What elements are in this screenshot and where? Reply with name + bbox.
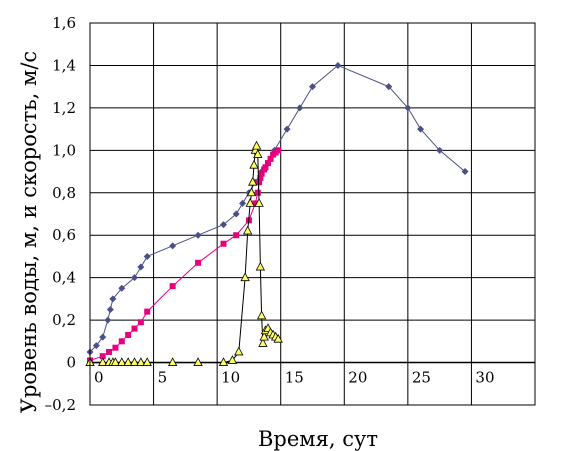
data-point [220,221,227,229]
data-point [246,187,257,197]
series-square [87,147,282,364]
data-point [142,357,152,366]
data-point [99,333,107,341]
data-point [227,355,238,364]
y-tick-label: 1,6 [52,14,76,32]
data-point [220,240,227,247]
data-point [195,259,202,266]
data-point [258,170,265,177]
data-point [334,61,342,69]
data-point [99,353,106,360]
y-tick-label: 0,4 [52,269,76,287]
data-point [131,325,138,332]
x-tick-label: 20 [348,369,367,387]
y-tick-label: 1,0 [52,141,76,159]
data-point [144,308,151,315]
data-point [257,174,264,181]
data-point [262,164,269,171]
data-point [218,357,229,366]
data-point [112,344,119,351]
data-point [106,306,114,313]
data-point [273,333,283,343]
data-point [240,272,250,282]
data-point [251,140,262,150]
y-axis-title: Уровень воды, м, и скорость, м/с [17,51,41,413]
x-axis-title: Время, сут [258,427,378,451]
y-tick-label: 0,8 [52,184,76,202]
data-point [258,338,268,347]
data-point [417,125,425,133]
x-tick-label: 25 [412,369,431,387]
data-point [109,295,117,303]
data-point [239,199,247,207]
y-tick-label: –0,2 [45,396,76,414]
data-point [110,357,121,366]
data-point [129,357,140,366]
plot-frame [89,22,536,406]
data-point [137,263,145,271]
x-tick-label: 0 [94,369,104,387]
data-point [118,284,126,292]
data-point [309,83,316,91]
series-group [85,61,469,366]
data-point [234,346,244,356]
data-point [265,160,271,167]
data-point [167,357,178,366]
data-point [283,125,291,133]
data-point [104,316,112,324]
data-point [131,274,138,282]
x-tick-label: 30 [475,369,494,387]
data-point [256,179,263,186]
data-point [259,331,269,341]
data-point [137,319,144,326]
data-point [296,104,304,112]
data-point [242,225,253,235]
data-point [253,149,263,158]
data-point [169,283,176,290]
grid [90,23,535,405]
data-point [245,198,255,207]
data-point [436,146,444,154]
data-point [255,261,266,271]
data-point [98,357,108,366]
series-line [89,64,466,353]
data-point [249,159,259,169]
y-tick-label: 0 [66,354,76,372]
x-tick-label: 5 [158,369,168,387]
data-point [92,342,100,350]
data-point [461,168,469,176]
tick-labels: 0 5 10 15 20 25 30 –0,2 0 0,2 0,4 0,6 0,8 1,0 1,2 1,4 1,… [45,14,495,414]
data-point [117,357,127,366]
series-triangle [85,140,283,366]
y-tick-label: 1,4 [52,56,76,74]
data-point [256,310,267,320]
data-point [232,210,240,218]
data-point [106,348,113,355]
x-tick-label: 10 [221,369,240,387]
data-point [385,83,393,91]
data-point [267,155,274,162]
y-tick-label: 1,2 [52,99,76,117]
data-point [254,198,264,207]
x-tick-label: 15 [285,369,304,387]
data-point [248,176,258,186]
data-point [125,331,132,338]
data-point [233,232,240,239]
data-point [123,357,133,366]
data-point [118,338,125,345]
y-tick-label: 0,6 [52,226,76,244]
data-point [143,252,151,260]
data-point [194,231,202,239]
data-point [193,357,203,366]
data-point [254,189,261,196]
data-point [136,357,146,366]
data-point [169,242,177,250]
data-point [252,200,259,207]
data-point [404,104,412,112]
data-point [275,147,282,154]
y-tick-label: 0,2 [52,311,76,329]
